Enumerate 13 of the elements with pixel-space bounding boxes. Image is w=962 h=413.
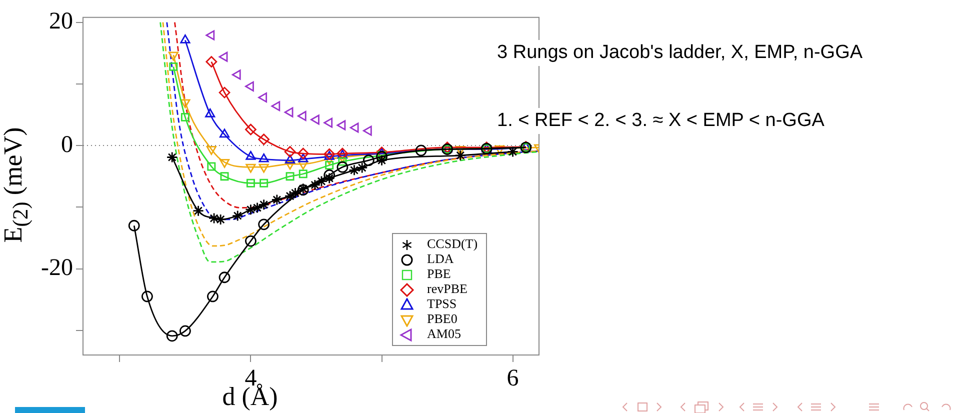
annotation: 3 Rungs on Jacob's ladder, X, EMP, n-GGA [494, 40, 866, 66]
legend-label: PBE [427, 266, 451, 282]
legend-label: LDA [427, 251, 454, 266]
annotation: 1. < REF < 2. < 3. ≈ X < EMP < n-GGA [494, 108, 828, 134]
legend-label: PBE0 [427, 311, 458, 326]
y-tick-label: -20 [41, 255, 73, 282]
legend-label: revPBE [427, 281, 468, 296]
y-tick-label: 20 [49, 8, 73, 35]
y-tick-label: 0 [61, 132, 73, 158]
legend-label: CCSD(T) [427, 236, 478, 251]
x-tick-label: 6 [506, 366, 519, 392]
legend-label: AM05 [427, 326, 461, 342]
legend-label: TPSS [427, 296, 457, 312]
